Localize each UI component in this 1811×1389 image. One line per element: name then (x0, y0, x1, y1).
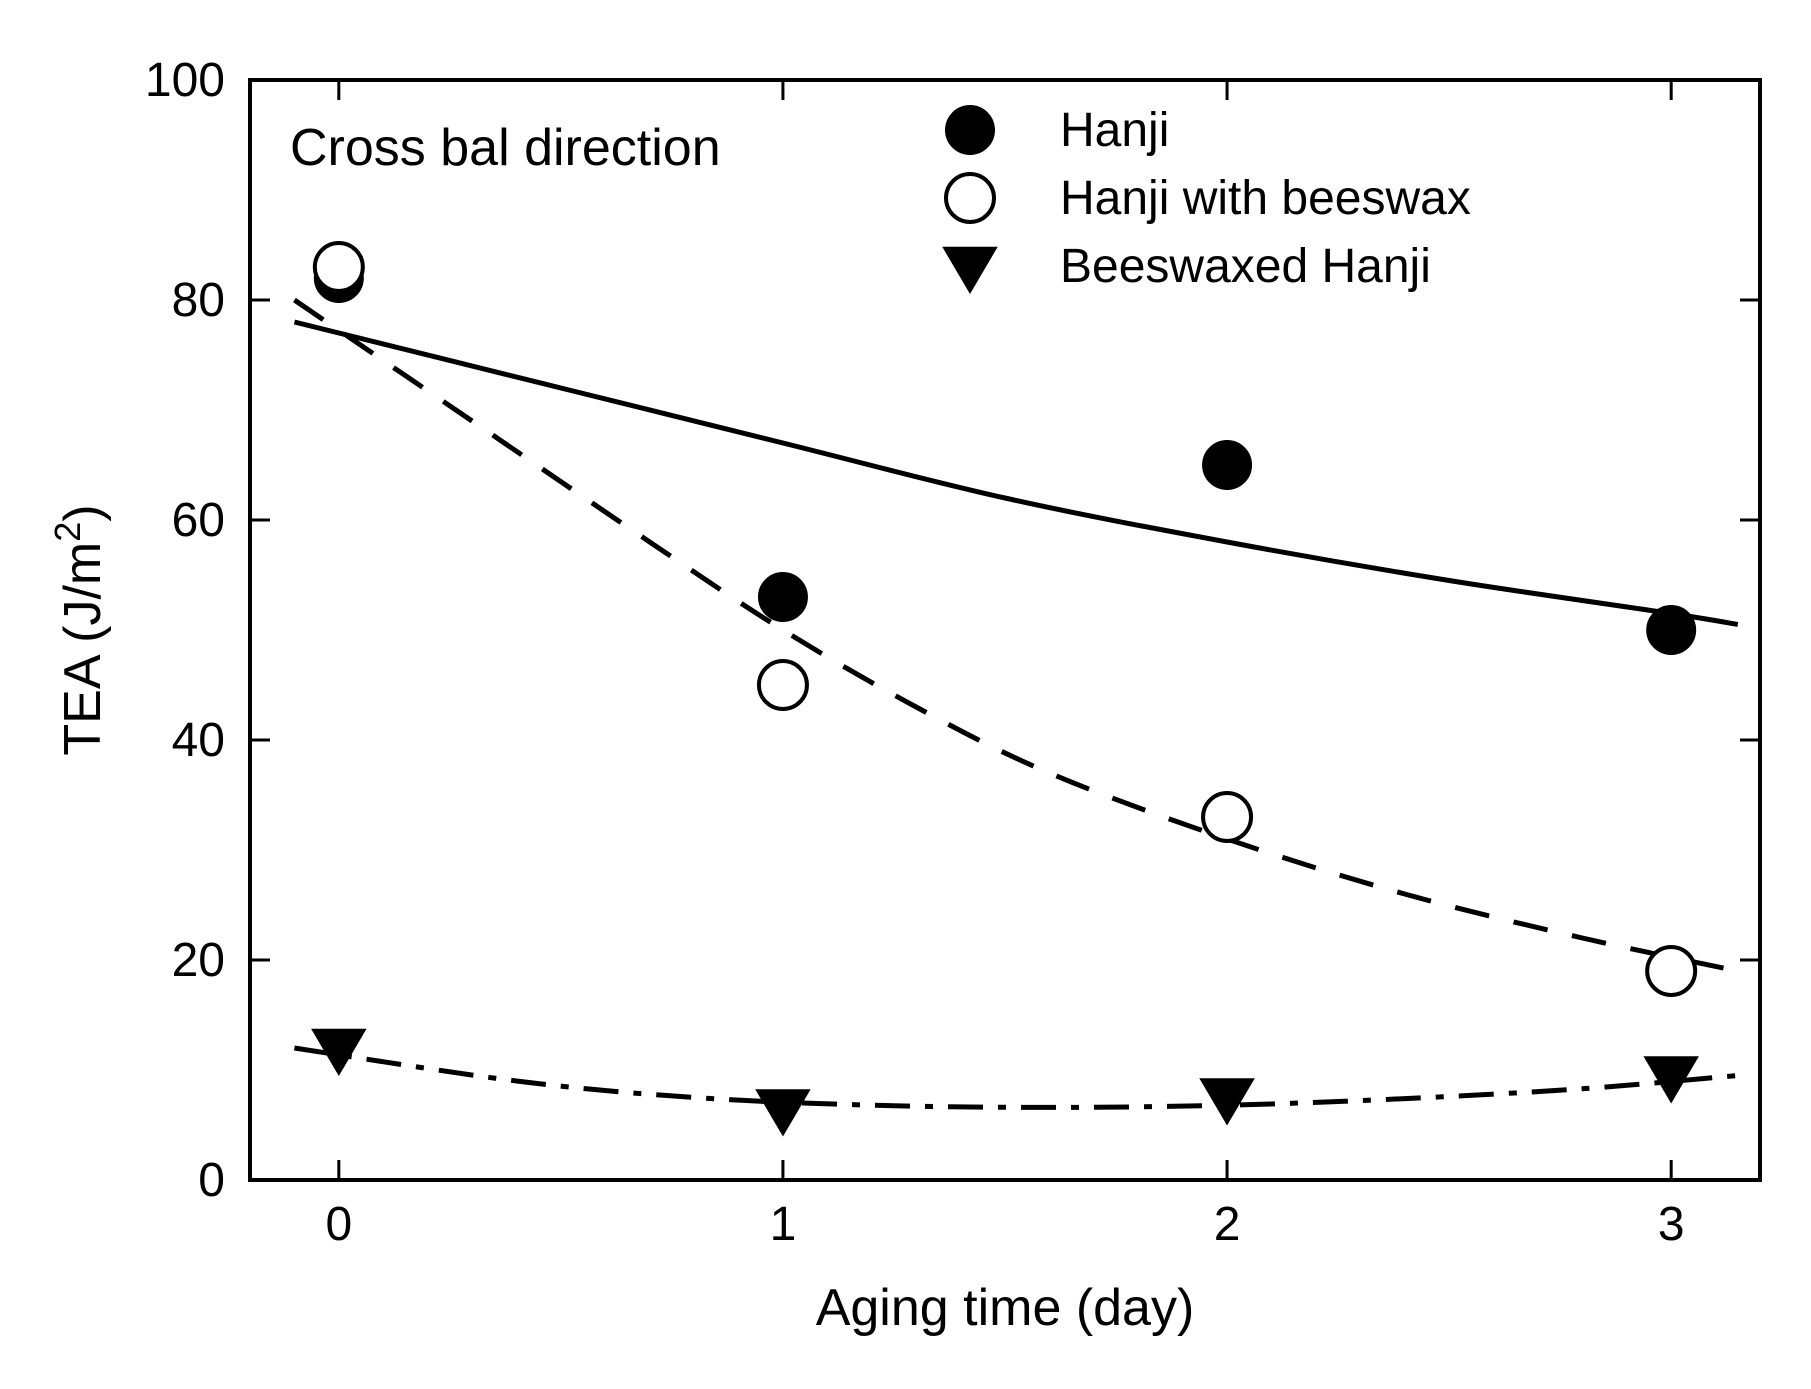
series-line-0 (294, 322, 1737, 625)
marker-series-2 (1201, 1079, 1253, 1123)
series-line-1 (294, 300, 1737, 971)
legend-marker-0 (946, 106, 994, 154)
legend-marker-1 (946, 174, 994, 222)
marker-series-0 (1647, 606, 1695, 654)
marker-series-2 (757, 1090, 809, 1134)
y-tick-label: 0 (198, 1154, 225, 1207)
x-tick-label: 1 (770, 1198, 797, 1251)
chart-annotation: Cross bal direction (290, 119, 721, 177)
x-tick-label: 3 (1658, 1198, 1685, 1251)
marker-series-1 (1203, 793, 1251, 841)
legend-marker-2 (944, 248, 996, 292)
plot-border (250, 80, 1760, 1180)
series-line-2 (294, 1048, 1737, 1107)
y-tick-label: 80 (172, 274, 225, 327)
y-tick-label: 60 (172, 494, 225, 547)
marker-series-1 (315, 243, 363, 291)
marker-series-1 (759, 661, 807, 709)
y-tick-label: 20 (172, 934, 225, 987)
x-axis-label: Aging time (day) (816, 1279, 1195, 1337)
y-tick-label: 100 (145, 54, 225, 107)
chart-container: 0 1 2 3 0 20 40 60 80 100 Aging time (day) TEA (J/m… (20, 20, 1811, 1369)
x-tick-label: 2 (1214, 1198, 1241, 1251)
legend-label-0: Hanji (1060, 104, 1169, 157)
chart-svg: 0 1 2 3 0 20 40 60 80 100 Aging time (day) TEA (J/m… (20, 20, 1811, 1369)
marker-series-0 (759, 573, 807, 621)
y-axis-label: TEA (J/m2) (47, 504, 113, 755)
legend-label-1: Hanji with beeswax (1060, 172, 1471, 225)
marker-series-1 (1647, 947, 1695, 995)
x-tick-label: 0 (325, 1198, 352, 1251)
marker-series-0 (1203, 441, 1251, 489)
legend-label-2: Beeswaxed Hanji (1060, 240, 1431, 293)
y-tick-label: 40 (172, 714, 225, 767)
